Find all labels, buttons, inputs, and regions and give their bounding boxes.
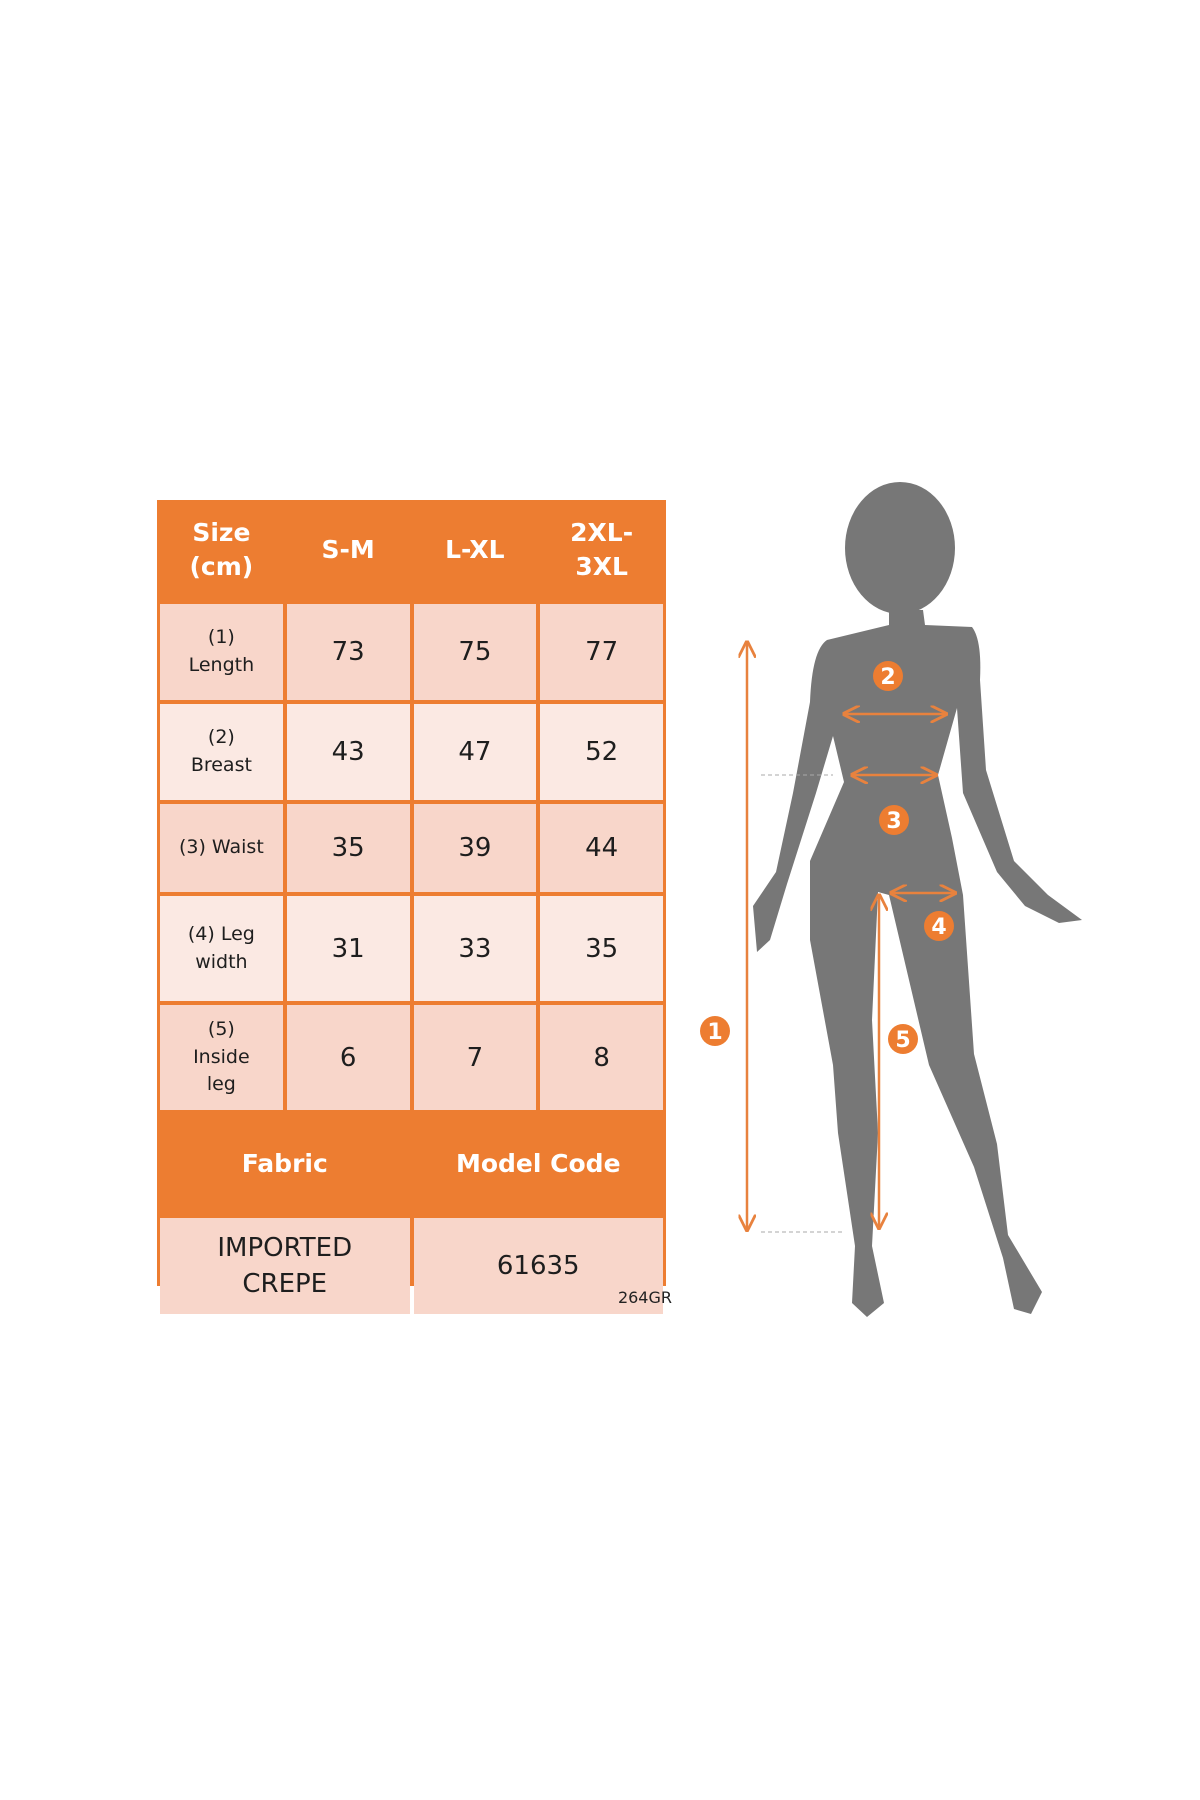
cell: 7 — [413, 1005, 537, 1110]
row-label-waist: (3) Waist — [160, 804, 283, 892]
header-size: Size (cm) — [160, 500, 283, 600]
marker-badge-1: 1 — [700, 1016, 730, 1046]
model-code-value: 61635 — [413, 1218, 663, 1314]
cell: 33 — [413, 896, 537, 1001]
marker-badge-2: 2 — [873, 661, 903, 691]
svg-text:4: 4 — [931, 915, 946, 940]
cell: 31 — [286, 896, 410, 1001]
measurement-lines — [747, 642, 955, 1230]
cell: 77 — [540, 604, 663, 700]
row-label-length: (1) Length — [160, 604, 283, 700]
cell: 75 — [413, 604, 537, 700]
fabric-header: Fabric — [160, 1114, 410, 1214]
cell: 35 — [286, 804, 410, 892]
marker-badge-3: 3 — [879, 805, 909, 835]
svg-text:3: 3 — [886, 809, 901, 834]
cell: 47 — [413, 704, 537, 800]
cell: 39 — [413, 804, 537, 892]
cell: 73 — [286, 604, 410, 700]
model-code-header: Model Code — [413, 1114, 663, 1214]
cell: 44 — [540, 804, 663, 892]
fabric-value: IMPORTED CREPE — [160, 1218, 410, 1314]
svg-text:5: 5 — [895, 1028, 910, 1053]
silhouette-head — [845, 482, 955, 614]
svg-text:1: 1 — [707, 1020, 722, 1045]
guide-lines — [761, 774, 844, 1233]
cell: 43 — [286, 704, 410, 800]
cell: 52 — [540, 704, 663, 800]
cell: 35 — [540, 896, 663, 1001]
silhouette — [753, 482, 1082, 1317]
marker-badges: 1 2 3 4 5 — [700, 661, 954, 1054]
svg-text:2: 2 — [880, 665, 895, 690]
row-label-breast: (2) Breast — [160, 704, 283, 800]
header-2xl-3xl: 2XL- 3XL — [540, 500, 663, 600]
marker-badge-4: 4 — [924, 911, 954, 941]
marker-badge-5: 5 — [888, 1024, 918, 1054]
row-label-inside-leg: (5) Inside leg — [160, 1005, 283, 1110]
cell: 6 — [286, 1005, 410, 1110]
row-label-leg-width: (4) Leg width — [160, 896, 283, 1001]
header-l-xl: L-XL — [413, 500, 537, 600]
product-code: 264GR — [617, 1288, 672, 1307]
silhouette-body — [753, 610, 1082, 1317]
size-chart-table: Size (cm) S-M L-XL 2XL- 3XL (1) Length 7… — [157, 500, 666, 1314]
cell: 8 — [540, 1005, 663, 1110]
header-s-m: S-M — [286, 500, 410, 600]
